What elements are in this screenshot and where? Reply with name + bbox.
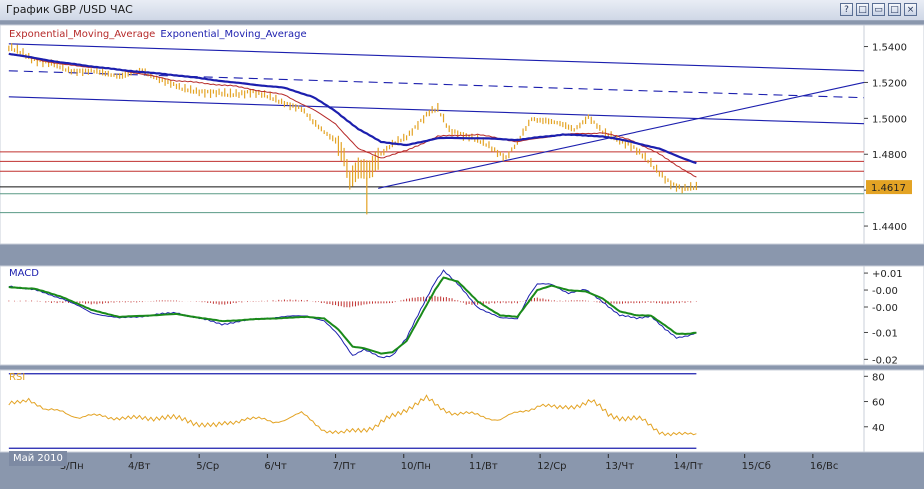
minimize-button[interactable]: □ [856,3,869,16]
time-axis-label: 7/Пт [333,461,356,472]
price-tick-label: 1.4400 [872,222,907,233]
time-axis-label: 10/Пн [401,461,431,472]
chart-canvas: 1.44001.46001.48001.50001.52001.5400Expo… [0,24,924,489]
rsi-line [8,394,697,437]
trend-line [8,43,865,72]
rsi-tick-label: 80 [872,372,885,383]
macd-tick-label: -0.02 [872,355,898,366]
window-title: График GBP /USD ЧАС [6,3,133,16]
trend-line [8,96,865,125]
price-tick-label: 1.4800 [872,150,907,161]
time-axis-label: 15/Сб [742,461,771,472]
time-axis-label: 11/Вт [469,461,498,472]
month-label: Май 2010 [9,451,67,466]
macd-tick-label: -0.00 [872,286,898,297]
macd-title: MACD [9,268,39,279]
time-axis-label: 4/Вт [128,461,151,472]
time-axis-label: 5/Ср [196,461,219,472]
price-panel[interactable]: 1.44001.46001.48001.50001.52001.5400Expo… [0,24,924,245]
time-axis-label: 13/Чт [605,461,634,472]
rsi-title: RSI [9,372,25,383]
macd-signal-line [8,276,697,355]
restore-button[interactable]: ▭ [872,3,885,16]
time-axis-label: 6/Чт [264,461,287,472]
rsi-axis-area [863,369,924,453]
ema-slow-line [8,52,697,165]
price-legend: Exponential_Moving_Average Exponential_Mo… [9,29,307,40]
macd-tick-label: -0.00 [872,303,898,314]
legend-entry: Exponential_Moving_Average [160,29,306,40]
window-titlebar: График GBP /USD ЧАС ? □ ▭ □ × [0,0,924,21]
rsi-panel[interactable]: 80 60 40 RSI [0,369,924,453]
maximize-button[interactable]: □ [888,3,901,16]
macd-panel[interactable]: +0.01 -0.00 -0.00 -0.01 -0.02 MACD [0,265,924,366]
rsi-plot-area [0,369,865,453]
current-price-badge [866,180,912,195]
time-axis-label: 16/Вс [810,461,838,472]
rsi-tick-label: 40 [872,423,885,434]
close-button[interactable]: × [904,3,917,16]
macd-tick-label: -0.01 [872,328,898,339]
rsi-tick-label: 60 [872,398,885,409]
price-tick-label: 1.5400 [872,43,907,54]
help-button[interactable]: ? [840,3,853,16]
current-price-label: 1.4617 [871,183,906,194]
macd-axis-area [863,265,924,366]
price-tick-label: 1.5200 [872,78,907,89]
time-axis: 3/Пн 4/Вт 5/Ср 6/Чт 7/Пт 10/Пн 11/Вт 12/Ср 13/Чт… [0,454,924,489]
macd-histogram [8,295,697,308]
time-axis-label: 12/Ср [537,461,566,472]
macd-tick-label: +0.01 [872,269,903,280]
time-axis-label: 3/Пн [60,461,84,472]
price-plot-area [0,24,865,245]
price-tick-label: 1.5000 [872,114,907,125]
price-axis-area [863,24,924,245]
time-axis-band [0,454,924,489]
time-axis-label: 14/Пт [673,461,703,472]
legend-entry: Exponential_Moving_Average [9,29,155,40]
trend-line [378,81,865,189]
